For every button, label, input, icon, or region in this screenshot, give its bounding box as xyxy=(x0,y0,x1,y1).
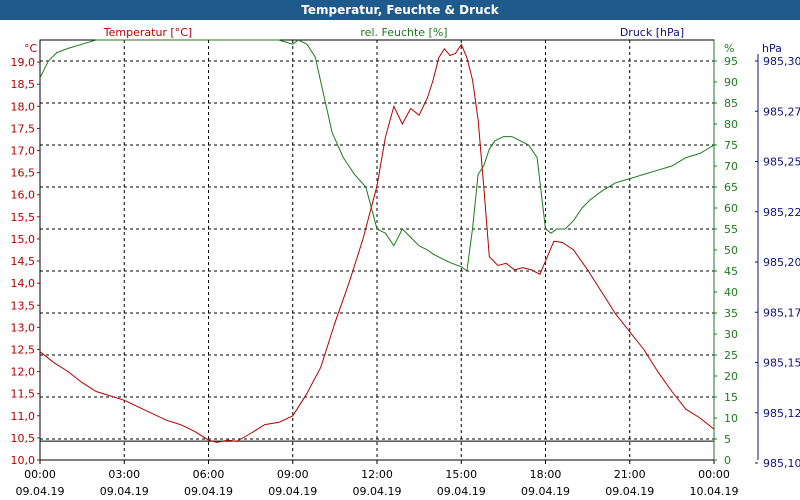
y-right1-tick-label: 60 xyxy=(724,202,738,215)
y-left-tick-label: 19,0 xyxy=(11,56,36,69)
x-tick-label-date: 09.04.19 xyxy=(100,485,149,498)
y-right2-tick-label: 985,22 xyxy=(763,206,800,219)
series-line-humidity xyxy=(39,39,715,272)
x-tick-label-time: 06:00 xyxy=(193,468,225,481)
x-tick-label-time: 09:00 xyxy=(277,468,309,481)
x-tick-label-time: 15:00 xyxy=(445,468,477,481)
y-right2-tick-label: 985,20 xyxy=(763,256,800,269)
window-title: Temperatur, Feuchte & Druck xyxy=(0,0,800,20)
y-right1-tick-label: 25 xyxy=(724,349,738,362)
y-right1-tick-label: 90 xyxy=(724,76,738,89)
y-left-tick-label: 18,0 xyxy=(11,100,36,113)
x-tick-label-date: 09.04.19 xyxy=(16,485,65,498)
x-tick-label-time: 00:00 xyxy=(698,468,730,481)
y-left-tick-label: 17,0 xyxy=(11,145,36,158)
y-right1-tick-label: 45 xyxy=(724,265,738,278)
x-tick-label-time: 18:00 xyxy=(530,468,562,481)
y-right1-tick-label: 85 xyxy=(724,97,738,110)
x-tick-label-date: 09.04.19 xyxy=(184,485,233,498)
x-tick-label-date: 09.04.19 xyxy=(605,485,654,498)
x-tick-label-date: 09.04.19 xyxy=(521,485,570,498)
unit-left: °C xyxy=(24,42,38,55)
legend-pressure: Druck [hPa] xyxy=(620,26,684,39)
y-right1-tick-label: 95 xyxy=(724,55,738,68)
legend-humidity: rel. Feuchte [%] xyxy=(360,26,447,39)
y-left-tick-label: 14,0 xyxy=(11,277,36,290)
y-left-tick-label: 18,5 xyxy=(11,78,36,91)
x-tick-label-time: 21:00 xyxy=(614,468,646,481)
y-left-tick-label: 12,5 xyxy=(11,343,36,356)
y-right1-tick-label: 15 xyxy=(724,391,738,404)
y-right1-tick-label: 35 xyxy=(724,307,738,320)
y-left-tick-label: 16,5 xyxy=(11,167,36,180)
y-right1-tick-label: 10 xyxy=(724,412,738,425)
y-right1-tick-label: 40 xyxy=(724,286,738,299)
series-line-temperature xyxy=(39,43,715,443)
y-right1-tick-label: 50 xyxy=(724,244,738,257)
x-tick-label-date: 09.04.19 xyxy=(437,485,486,498)
axes xyxy=(37,40,759,464)
y-left-tick-label: 13,0 xyxy=(11,321,36,334)
chart: 00:00 09.04.19 03:00 09.04.19 06:00 09.04.19 0… xyxy=(11,26,800,498)
y-right1-tick-label: 0 xyxy=(724,454,731,467)
y-left-tick-label: 11,5 xyxy=(11,388,36,401)
y-left-tick-label: 15,5 xyxy=(11,211,36,224)
y-left-tick-label: 11,0 xyxy=(11,410,36,423)
y-left-tick-label: 13,5 xyxy=(11,299,36,312)
y-right2-tick-label: 985,27 xyxy=(763,105,800,118)
x-tick-label-time: 00:00 xyxy=(24,468,56,481)
y-right1-tick-label: 30 xyxy=(724,328,738,341)
y-left-tick-label: 16,0 xyxy=(11,189,36,202)
y-right1-tick-label: 20 xyxy=(724,370,738,383)
y-right1-tick-label: 5 xyxy=(724,433,731,446)
x-tick-label-date: 09.04.19 xyxy=(268,485,317,498)
y-left-tick-label: 15,0 xyxy=(11,233,36,246)
y-right2-tick-label: 985,15 xyxy=(763,357,800,370)
y-left-tick-label: 10,5 xyxy=(11,432,36,445)
y-right2-tick-label: 985,17 xyxy=(763,306,800,319)
unit-right2: hPa xyxy=(762,42,782,55)
y-right1-tick-label: 75 xyxy=(724,139,738,152)
x-tick-label-date: 09.04.19 xyxy=(353,485,402,498)
y-right1-tick-label: 55 xyxy=(724,223,738,236)
y-right1-tick-label: 80 xyxy=(724,118,738,131)
tick-labels: 00:00 09.04.19 03:00 09.04.19 06:00 09.04.19 0… xyxy=(11,55,800,498)
series xyxy=(39,39,715,443)
y-left-tick-label: 12,0 xyxy=(11,366,36,379)
x-tick-label-time: 12:00 xyxy=(361,468,393,481)
y-left-tick-label: 10,0 xyxy=(11,454,36,467)
legend-temperature: Temperatur [°C] xyxy=(103,26,192,39)
x-tick-label-time: 03:00 xyxy=(108,468,140,481)
y-right1-tick-label: 70 xyxy=(724,160,738,173)
y-right2-tick-label: 985,30 xyxy=(763,55,800,68)
y-left-tick-label: 14,5 xyxy=(11,255,36,268)
unit-right1: % xyxy=(724,42,734,55)
x-tick-label-date: 10.04.19 xyxy=(690,485,739,498)
y-left-tick-label: 17,5 xyxy=(11,122,36,135)
y-right2-tick-label: 985,10 xyxy=(763,457,800,470)
y-right1-tick-label: 65 xyxy=(724,181,738,194)
y-right2-tick-label: 985,25 xyxy=(763,156,800,169)
y-right2-tick-label: 985,12 xyxy=(763,407,800,420)
